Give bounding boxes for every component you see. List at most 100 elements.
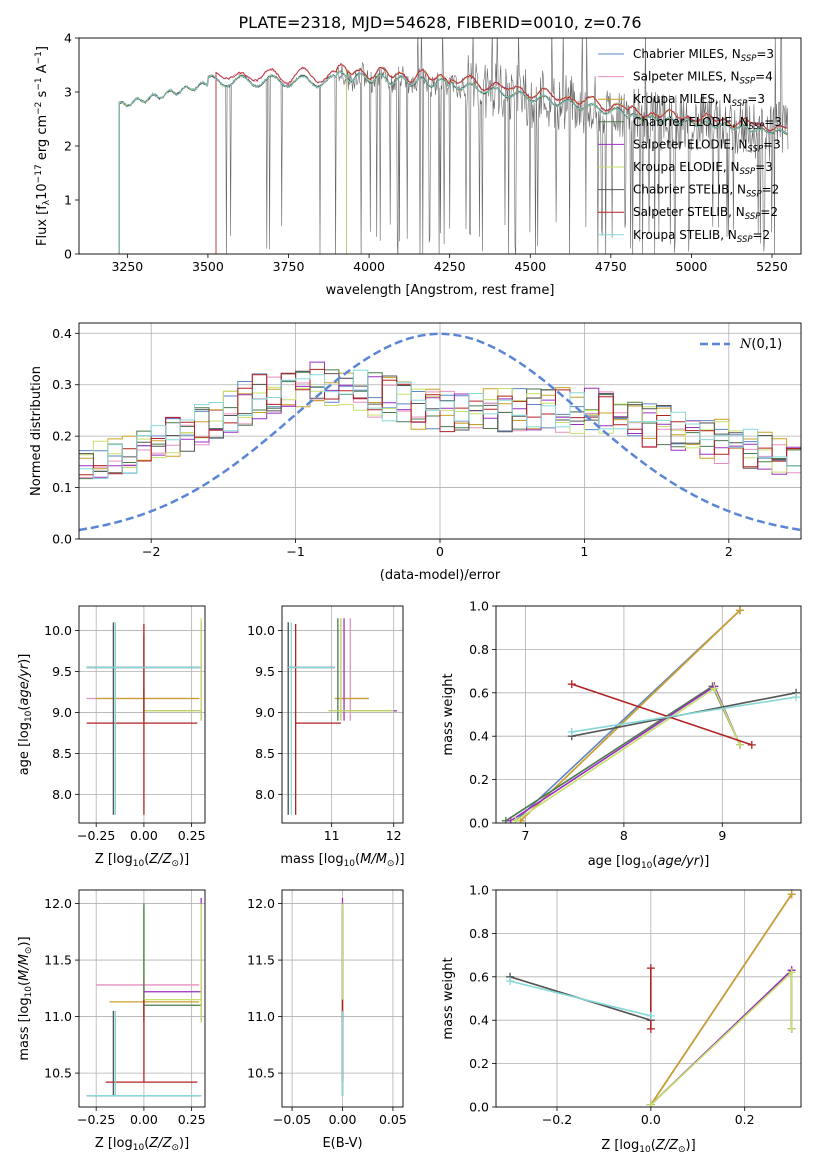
spectrum-plot — [118, 38, 789, 254]
errorbar-point — [86, 1010, 202, 1097]
y-tick-label: 11.5 — [247, 953, 275, 968]
weight-marker — [506, 977, 515, 986]
weight_vs_z-plot — [506, 890, 796, 1107]
x-tick-label: −2 — [142, 544, 160, 559]
age_vs_mass-axes: 11 12 8.0 8.5 9.0 9.5 10.0 — [247, 606, 403, 843]
x-tick-label: 0 — [436, 544, 444, 559]
residual-histogram — [79, 369, 801, 479]
y-tick-label: 9.0 — [255, 705, 275, 720]
y-tick-label: 3 — [64, 85, 72, 100]
residuals-legend: N(0,1) — [700, 337, 782, 352]
weight_vs_age-ylabel: mass weight — [441, 673, 456, 755]
weight-line — [650, 970, 793, 1106]
weight-marker — [787, 968, 796, 977]
spectrum-ylabel: Flux [fλ10−17 erg cm−2 s−1 A−1] — [34, 46, 52, 246]
y-tick-label: 0.0 — [469, 816, 489, 831]
weight-marker — [710, 684, 719, 693]
mass_vs_ebv-frame — [281, 889, 404, 1108]
y-tick-label: 0.6 — [469, 969, 489, 984]
errorbar-point — [143, 903, 202, 1023]
errorbar-point — [328, 618, 394, 721]
model-spectrum-line — [118, 71, 788, 254]
legend-entry: Kroupa STELIB, NSSP=2 — [633, 228, 770, 245]
weight-marker — [567, 727, 576, 736]
y-tick-label: 0.4 — [52, 326, 72, 341]
residuals-plot — [79, 332, 801, 532]
y-tick-label: 1.0 — [469, 599, 489, 614]
age_vs_z-plot — [86, 618, 202, 815]
errorbar-point — [287, 622, 333, 815]
errorbar-point — [334, 618, 369, 721]
y-tick-label: 8.0 — [52, 787, 72, 802]
weight_vs_z-axes: −0.2 0.0 0.2 0.0 0.2 0.4 0.6 0.8 1.0 — [469, 883, 801, 1127]
x-tick-label: 0.00 — [130, 828, 158, 843]
y-tick-label: 0.2 — [52, 429, 72, 444]
spectrum-legend: Chabrier MILES, NSSP=3 Salpeter MILES, NS… — [598, 47, 782, 245]
x-tick-label: 4000 — [353, 259, 385, 274]
weight-marker — [646, 1011, 655, 1020]
y-tick-label: 0.1 — [52, 480, 72, 495]
weight-marker — [787, 1024, 796, 1033]
y-tick-label: 1 — [64, 193, 72, 208]
residuals-frame — [78, 322, 802, 540]
legend-entry: Kroupa ELODIE, NSSP=3 — [633, 160, 773, 177]
x-tick-label: 9 — [718, 828, 726, 843]
observed-spectrum — [119, 38, 789, 254]
y-tick-label: 0.2 — [469, 772, 489, 787]
errorbar-point — [86, 687, 200, 721]
weight-line — [509, 980, 651, 1017]
y-tick-label: 0.8 — [469, 642, 489, 657]
x-tick-label: 1 — [580, 544, 588, 559]
x-tick-label: 0.05 — [379, 1112, 407, 1127]
mass_vs_z-plot — [86, 897, 202, 1097]
residuals-ylabel: Normed distribution — [29, 366, 44, 496]
x-tick-label: 4500 — [514, 259, 546, 274]
errorbar-point — [143, 903, 202, 1023]
gaussian-legend-label: N(0,1) — [739, 337, 782, 352]
y-tick-label: 0.0 — [469, 1100, 489, 1115]
x-tick-label: 0.00 — [329, 1112, 357, 1127]
age_vs_z-xlabel: Z [log10(Z/Z⊙)] — [95, 852, 189, 869]
weight-marker — [567, 680, 576, 689]
y-tick-label: 0.8 — [469, 926, 489, 941]
gaussian-curve — [79, 332, 801, 532]
weight-marker — [646, 1024, 655, 1033]
weight_vs_age-xlabel: age [log10(age/yr)] — [588, 854, 710, 871]
age_vs_z-ylabel: age [log10(age/yr)] — [17, 654, 34, 776]
weight-marker — [736, 740, 744, 749]
x-tick-label: 4750 — [595, 259, 627, 274]
mass_vs_z-xlabel: Z [log10(Z/Z⊙)] — [95, 1136, 189, 1153]
y-tick-label: 9.5 — [255, 664, 275, 679]
weight-line — [571, 683, 753, 746]
x-tick-label: 3500 — [192, 259, 224, 274]
x-tick-label: −0.25 — [77, 828, 115, 843]
age_vs_z-axes: −0.25 0.00 0.25 8.0 8.5 9.0 9.5 10.0 — [44, 606, 206, 843]
y-tick-label: 9.0 — [52, 705, 72, 720]
mass_vs_z-ylabel: mass [log10(M/M⊙)] — [17, 936, 34, 1060]
y-tick-label: 0.6 — [469, 685, 489, 700]
residual-histogram — [79, 368, 801, 476]
errorbar-point — [109, 909, 200, 1017]
y-tick-label: 11.0 — [247, 1009, 275, 1024]
x-tick-label: 5000 — [676, 259, 708, 274]
x-tick-label: 5250 — [756, 259, 788, 274]
errorbar-point — [337, 618, 369, 721]
y-tick-label: 12.0 — [44, 896, 72, 911]
y-tick-label: 11.5 — [44, 953, 72, 968]
errorbar-point — [143, 634, 202, 721]
weight-line — [571, 696, 797, 733]
weight-marker — [646, 964, 655, 973]
weight-marker — [511, 816, 520, 823]
y-tick-label: 2 — [64, 139, 72, 154]
mass_vs_z-frame — [78, 889, 206, 1108]
x-tick-label: 7 — [522, 828, 530, 843]
mass_vs_ebv-axes: −0.05 0.00 0.05 10.5 11.0 11.5 12.0 — [247, 890, 407, 1127]
y-tick-label: 10.0 — [247, 623, 275, 638]
age_vs_mass-frame — [281, 605, 404, 824]
weight_vs_z-xlabel: Z [log10(Z/Z⊙)] — [601, 1138, 695, 1155]
weight-line — [520, 609, 741, 822]
x-tick-label: 12 — [386, 828, 402, 843]
y-tick-label: 8.0 — [255, 787, 275, 802]
x-tick-label: −0.2 — [542, 1112, 572, 1127]
y-tick-label: 11.0 — [44, 1009, 72, 1024]
